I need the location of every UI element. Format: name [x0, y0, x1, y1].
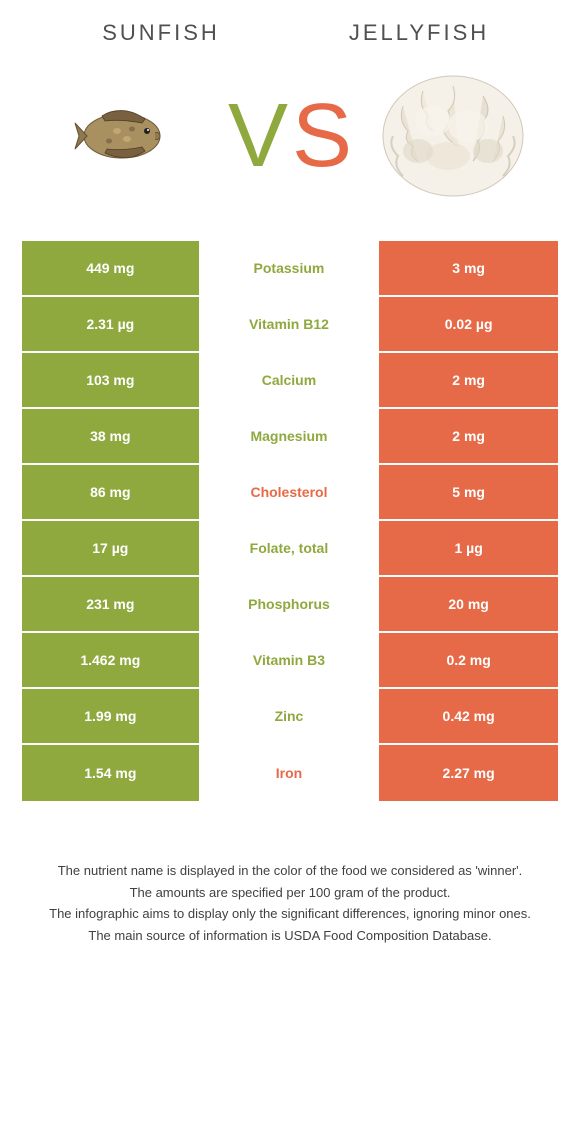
right-value-cell: 5 mg	[379, 465, 558, 519]
vs-s-letter: S	[292, 91, 352, 181]
sunfish-image	[42, 76, 212, 196]
left-food-title: Sunfish	[22, 20, 290, 46]
nutrient-label-cell: Cholesterol	[201, 465, 380, 519]
left-value-cell: 86 mg	[22, 465, 201, 519]
left-value-cell: 231 mg	[22, 577, 201, 631]
right-value-cell: 2 mg	[379, 409, 558, 463]
nutrient-label-cell: Vitamin B12	[201, 297, 380, 351]
nutrient-label-cell: Potassium	[201, 241, 380, 295]
left-value-cell: 449 mg	[22, 241, 201, 295]
nutrient-label-cell: Magnesium	[201, 409, 380, 463]
nutrient-label-cell: Folate, total	[201, 521, 380, 575]
left-value-cell: 1.54 mg	[22, 745, 201, 801]
table-row: 38 mgMagnesium2 mg	[22, 409, 558, 465]
nutrient-label-cell: Vitamin B3	[201, 633, 380, 687]
nutrient-label-cell: Phosphorus	[201, 577, 380, 631]
table-row: 17 µgFolate, total1 µg	[22, 521, 558, 577]
left-value-cell: 17 µg	[22, 521, 201, 575]
header-row: Sunfish Jellyfish	[22, 20, 558, 46]
right-value-cell: 1 µg	[379, 521, 558, 575]
left-value-cell: 103 mg	[22, 353, 201, 407]
left-value-cell: 1.462 mg	[22, 633, 201, 687]
left-value-cell: 1.99 mg	[22, 689, 201, 743]
table-row: 103 mgCalcium2 mg	[22, 353, 558, 409]
right-value-cell: 0.02 µg	[379, 297, 558, 351]
right-value-cell: 0.2 mg	[379, 633, 558, 687]
table-row: 2.31 µgVitamin B120.02 µg	[22, 297, 558, 353]
footnote-line-1: The nutrient name is displayed in the co…	[32, 861, 548, 881]
footnote-line-2: The amounts are specified per 100 gram o…	[32, 883, 548, 903]
left-value-cell: 38 mg	[22, 409, 201, 463]
right-value-cell: 3 mg	[379, 241, 558, 295]
sunfish-icon	[67, 101, 187, 171]
right-value-cell: 2 mg	[379, 353, 558, 407]
table-row: 449 mgPotassium3 mg	[22, 241, 558, 297]
footnote-line-3: The infographic aims to display only the…	[32, 904, 548, 924]
nutrient-label-cell: Calcium	[201, 353, 380, 407]
table-row: 1.99 mgZinc0.42 mg	[22, 689, 558, 745]
table-row: 86 mgCholesterol5 mg	[22, 465, 558, 521]
footnote-section: The nutrient name is displayed in the co…	[22, 861, 558, 945]
right-value-cell: 20 mg	[379, 577, 558, 631]
vs-label: V S	[228, 91, 352, 181]
table-row: 231 mgPhosphorus20 mg	[22, 577, 558, 633]
table-row: 1.54 mgIron2.27 mg	[22, 745, 558, 801]
nutrient-label-cell: Iron	[201, 745, 380, 801]
right-value-cell: 0.42 mg	[379, 689, 558, 743]
nutrient-label-cell: Zinc	[201, 689, 380, 743]
jellyfish-icon	[373, 66, 533, 206]
right-food-title: Jellyfish	[290, 20, 558, 46]
images-row: V S	[22, 76, 558, 196]
table-row: 1.462 mgVitamin B30.2 mg	[22, 633, 558, 689]
vs-v-letter: V	[228, 91, 288, 181]
jellyfish-image	[368, 76, 538, 196]
left-value-cell: 2.31 µg	[22, 297, 201, 351]
footnote-line-4: The main source of information is USDA F…	[32, 926, 548, 946]
comparison-table: 449 mgPotassium3 mg2.31 µgVitamin B120.0…	[22, 241, 558, 801]
right-value-cell: 2.27 mg	[379, 745, 558, 801]
